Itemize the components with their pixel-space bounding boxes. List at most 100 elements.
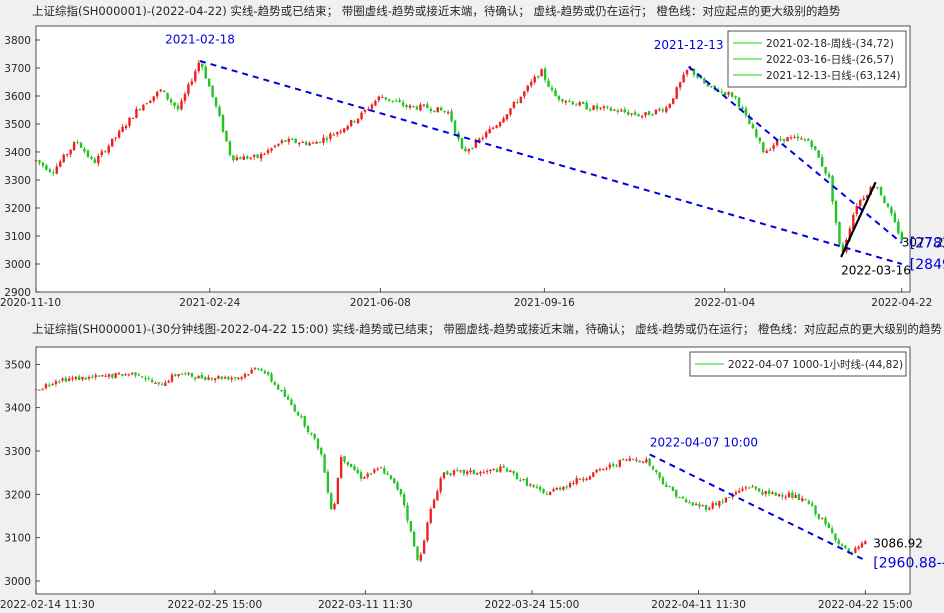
candle-body — [187, 372, 190, 374]
candle-body — [791, 492, 794, 498]
candle-body — [83, 148, 86, 152]
candle-body — [738, 490, 741, 493]
candle-body — [266, 150, 270, 153]
candle-body — [157, 382, 160, 384]
candle-body — [100, 151, 104, 156]
candle-body — [893, 213, 897, 223]
candle-body — [703, 78, 706, 84]
candle-body — [388, 98, 391, 101]
candle-body — [308, 143, 311, 146]
candle-body — [356, 118, 360, 124]
x-tick-label: 2022-02-14 11:30 — [0, 599, 95, 611]
candle-body — [592, 105, 595, 110]
candle-body — [599, 107, 602, 109]
candle-body — [820, 156, 824, 167]
candle-body — [339, 131, 342, 133]
annotation-label: 2022-04-07 10:00 — [650, 435, 758, 449]
candle-body — [575, 478, 578, 484]
candle-body — [273, 382, 276, 385]
candle-body — [246, 156, 249, 159]
candle-body — [748, 116, 751, 125]
candle-body — [217, 376, 220, 379]
candle-body — [684, 499, 688, 503]
candle-body — [111, 374, 114, 378]
candle-body — [824, 166, 827, 174]
candle-body — [575, 104, 578, 106]
candle-body — [592, 472, 595, 477]
candle-body — [220, 376, 223, 379]
candle-body — [481, 138, 484, 140]
candle-body — [678, 496, 681, 498]
candle-body — [366, 473, 369, 477]
candle-body — [605, 468, 608, 470]
candle-body — [704, 505, 708, 510]
candle-body — [154, 382, 157, 384]
candle-body — [568, 100, 571, 102]
candle-body — [45, 165, 48, 170]
candle-body — [552, 489, 555, 492]
candle-body — [51, 384, 54, 386]
candle-body — [52, 172, 55, 174]
candle-body — [450, 111, 453, 121]
candle-body — [214, 97, 218, 107]
candles — [34, 60, 904, 255]
candle-body — [44, 384, 48, 389]
chart-title: 上证综指(SH000001)-(2022-04-22) 实线-趋势或已结束； 带… — [32, 4, 841, 18]
candle-body — [616, 110, 620, 112]
legend-entry: 2021-12-13-日线-(63,124) — [766, 69, 901, 82]
candle-body — [730, 92, 734, 97]
candle-body — [91, 376, 94, 378]
candle-body — [658, 472, 661, 479]
candle-body — [131, 372, 134, 375]
candle-body — [641, 461, 645, 463]
candle-body — [678, 82, 682, 88]
candle-body — [834, 533, 837, 541]
legend-entry: 2022-04-07 1000-1小时线-(44,82) — [728, 358, 903, 371]
candle-body — [672, 98, 675, 104]
candle-body — [505, 468, 509, 472]
candle-body — [498, 122, 502, 127]
candle-body — [668, 104, 671, 108]
candle-body — [177, 374, 180, 376]
candle-body — [34, 160, 38, 162]
candle-body — [803, 139, 807, 141]
candle-body — [121, 126, 124, 132]
candle-body — [854, 548, 857, 553]
candle-body — [280, 140, 284, 144]
candle-body — [77, 376, 81, 380]
candle-body — [330, 493, 333, 510]
candle-body — [114, 373, 117, 378]
candle-body — [900, 232, 904, 241]
candle-body — [479, 471, 482, 474]
candle-body — [685, 69, 689, 75]
candle-body — [665, 107, 668, 112]
candle-body — [124, 374, 127, 376]
candle-body — [633, 112, 637, 115]
candle-body — [426, 522, 429, 541]
candle-body — [54, 381, 58, 384]
candle-body — [443, 110, 446, 112]
candle-body — [138, 109, 142, 111]
candle-body — [485, 471, 489, 473]
candle-body — [692, 68, 696, 75]
candle-body — [535, 486, 539, 488]
candle-body — [336, 132, 339, 135]
candle-body — [76, 142, 79, 144]
candle-body — [640, 115, 644, 117]
candle-body — [793, 137, 796, 139]
candle-body — [439, 478, 442, 492]
candle-body — [811, 503, 814, 506]
annotation-label: 3077.29 — [902, 235, 944, 249]
y-tick-label: 3600 — [4, 91, 31, 103]
candle-body — [789, 137, 793, 139]
candle-body — [530, 81, 533, 86]
candle-body — [509, 470, 512, 473]
candle-body — [406, 505, 409, 521]
candle-body — [519, 96, 523, 104]
candle-body — [84, 377, 87, 380]
candle-body — [655, 469, 658, 473]
candle-body — [422, 104, 426, 106]
candle-body — [210, 378, 213, 380]
candle-body — [844, 545, 847, 549]
x-tick-label: 2022-03-11 11:30 — [318, 599, 413, 611]
